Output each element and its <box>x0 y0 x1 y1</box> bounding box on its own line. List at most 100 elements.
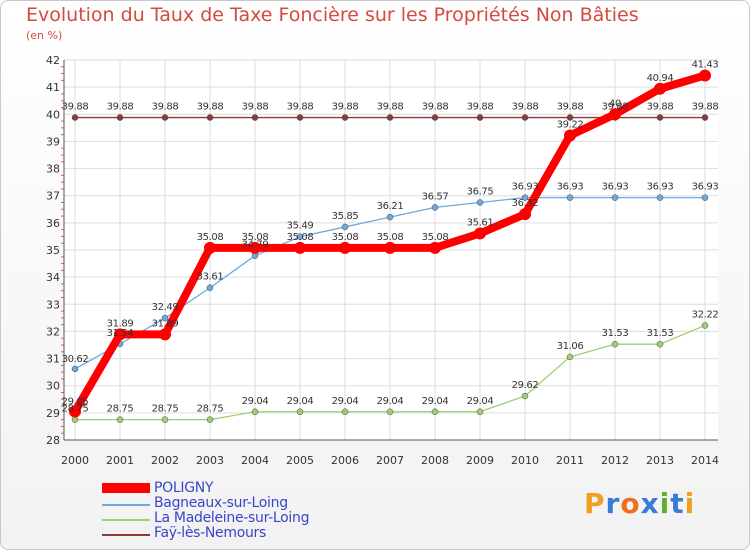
data-point <box>386 408 394 416</box>
data-point <box>296 408 304 416</box>
data-label: 28.75 <box>107 404 134 415</box>
data-label: 29.05 <box>62 397 89 408</box>
x-tick-label: 2013 <box>646 454 674 467</box>
data-label: 36.93 <box>602 182 629 193</box>
x-tick-label: 2001 <box>106 454 134 467</box>
data-label: 35.08 <box>422 232 449 243</box>
data-label: 36.75 <box>467 187 494 198</box>
data-label: 31.89 <box>107 318 134 329</box>
data-point <box>114 328 126 341</box>
data-point <box>116 114 124 121</box>
data-label: 35.08 <box>242 232 269 243</box>
data-label: 39.88 <box>242 102 269 113</box>
data-point <box>566 114 574 121</box>
logo-letter: P <box>584 487 606 520</box>
data-label: 35.85 <box>332 211 359 222</box>
data-label: 30.62 <box>62 354 89 365</box>
y-tick-label: 36 <box>46 217 60 230</box>
data-point <box>611 340 619 348</box>
proxiti-logo: Proxiti <box>584 487 695 520</box>
data-label: 39.88 <box>197 102 224 113</box>
data-label: 31.53 <box>602 328 629 339</box>
logo-letter: o <box>620 487 641 520</box>
data-point <box>431 408 439 416</box>
data-label: 28.75 <box>197 404 224 415</box>
data-label: 29.04 <box>377 396 404 407</box>
data-point <box>611 194 619 201</box>
data-point <box>566 353 574 361</box>
data-point <box>384 241 396 254</box>
data-label: 39.88 <box>647 102 674 113</box>
legend-label-madeleine: La Madeleine-sur-Loing <box>154 510 310 526</box>
legend-label-poligny: POLIGNY <box>154 480 214 496</box>
y-tick-label: 35 <box>46 244 60 257</box>
data-point <box>251 408 259 416</box>
data-label: 39.88 <box>287 102 314 113</box>
logo-letter: i <box>684 487 696 520</box>
data-label: 31.89 <box>152 318 179 329</box>
data-label: 39.88 <box>377 102 404 113</box>
data-point <box>476 199 484 206</box>
data-point <box>206 416 214 423</box>
data-label: 39.88 <box>467 102 494 113</box>
y-tick-label: 33 <box>46 298 60 311</box>
data-label: 35.08 <box>377 232 404 243</box>
data-label: 39.88 <box>692 102 719 113</box>
legend-label-fay: Faÿ-lès-Nemours <box>154 525 266 541</box>
data-label: 29.62 <box>512 380 539 391</box>
data-point <box>476 408 484 416</box>
data-label: 35.08 <box>332 232 359 243</box>
y-tick-label: 42 <box>46 54 60 67</box>
data-point <box>701 322 709 329</box>
logo-letter: t <box>670 487 685 520</box>
data-point <box>71 114 79 121</box>
data-label: 28.75 <box>152 404 179 415</box>
y-tick-label: 38 <box>46 163 60 176</box>
x-tick-label: 2000 <box>61 454 89 467</box>
data-point <box>296 114 304 121</box>
data-label: 31.53 <box>647 328 674 339</box>
data-point <box>656 194 664 201</box>
data-label: 36.57 <box>422 191 449 202</box>
data-label: 35.08 <box>197 232 224 243</box>
data-point <box>341 223 349 231</box>
data-label: 41.43 <box>692 59 719 70</box>
data-label: 39.88 <box>152 102 179 113</box>
data-point <box>429 241 441 254</box>
x-tick-label: 2009 <box>466 454 494 467</box>
data-label: 39.88 <box>512 102 539 113</box>
legend-swatch-madeleine <box>102 519 150 521</box>
data-label: 40.94 <box>647 73 674 84</box>
data-label: 40 <box>609 98 621 109</box>
data-point <box>161 416 169 423</box>
data-label: 35.08 <box>287 232 314 243</box>
data-label: 36.21 <box>377 201 404 212</box>
y-tick-label: 41 <box>46 81 60 94</box>
y-tick-label: 37 <box>46 190 60 203</box>
data-label: 29.04 <box>332 396 359 407</box>
data-label: 34.79 <box>242 240 269 251</box>
data-label: 29.04 <box>287 396 314 407</box>
y-tick-label: 34 <box>46 271 60 284</box>
data-label: 29.04 <box>467 396 494 407</box>
x-tick-label: 2011 <box>556 454 584 467</box>
x-tick-label: 2006 <box>331 454 359 467</box>
data-label: 29.04 <box>242 396 269 407</box>
data-label: 28.75 <box>62 404 89 415</box>
data-label: 35.49 <box>287 221 314 232</box>
data-point <box>339 241 351 254</box>
data-point <box>206 284 214 291</box>
logo-letter: r <box>605 487 621 520</box>
data-point <box>564 129 576 142</box>
legend-swatch-poligny <box>102 483 150 493</box>
data-label: 39.88 <box>557 102 584 113</box>
data-point <box>431 114 439 121</box>
x-tick-label: 2014 <box>691 454 719 467</box>
data-point <box>521 392 529 400</box>
data-point <box>71 416 79 423</box>
data-point <box>251 114 259 121</box>
data-label: 39.88 <box>422 102 449 113</box>
data-label: 35.61 <box>467 217 494 228</box>
data-label: 39.88 <box>602 102 629 113</box>
x-tick-label: 2008 <box>421 454 449 467</box>
